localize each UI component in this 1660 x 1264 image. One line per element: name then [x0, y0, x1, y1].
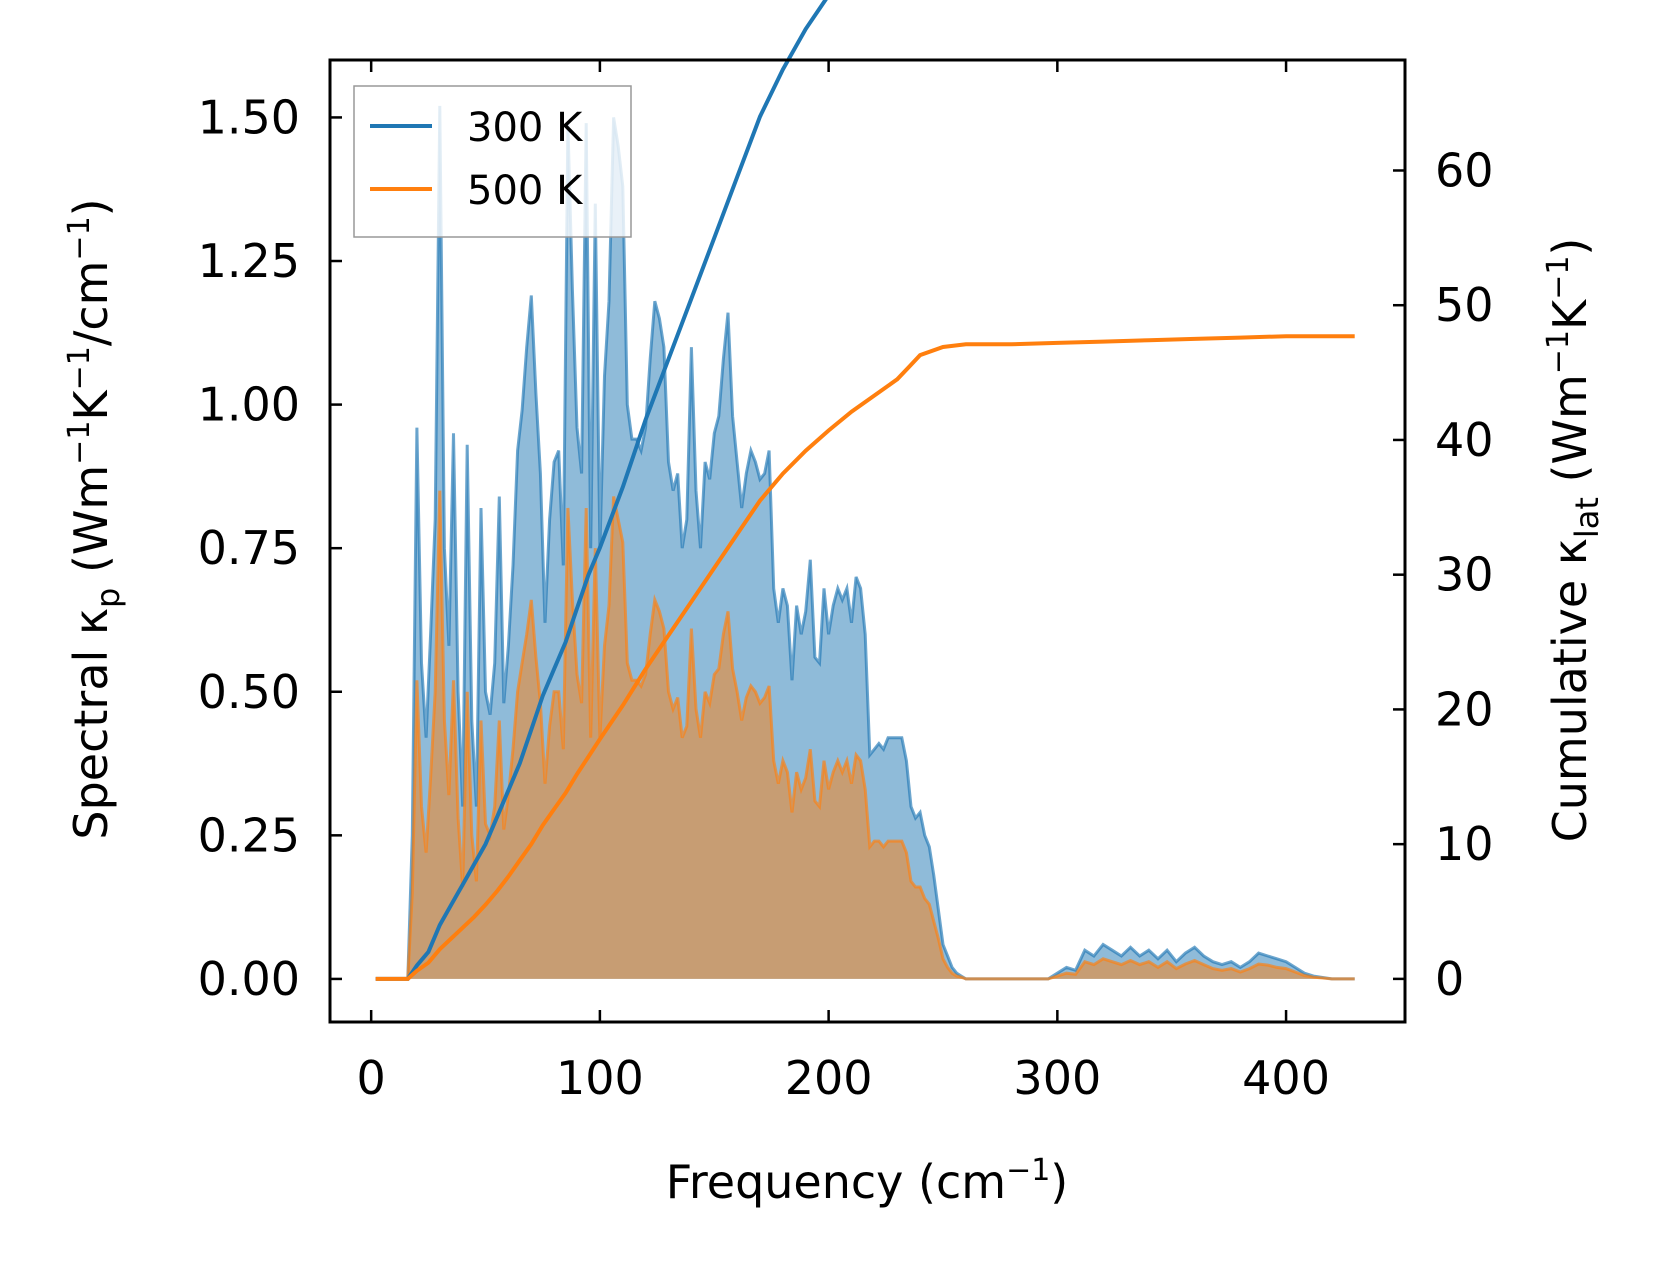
y-right-sub: lat [1568, 497, 1606, 538]
y-left-mid: K [64, 389, 118, 421]
y-left-tick-label: 1.00 [198, 378, 300, 432]
y-left-close: ) [64, 198, 118, 216]
plot-area [375, 0, 1355, 981]
y-right-exp2: −1 [1541, 256, 1576, 300]
y-left-sub: p [89, 588, 127, 608]
x-axis-label-unit: (cm [918, 1155, 1006, 1209]
y-right-tick-label: 30 [1435, 548, 1494, 602]
y-left-exp3: −1 [62, 216, 97, 260]
x-tick-label: 0 [357, 1051, 386, 1105]
x-axis-label-exp: −1 [1006, 1153, 1050, 1188]
spectral-line-300k [375, 105, 1355, 981]
y-right-tick-label: 60 [1435, 143, 1494, 197]
y-left-main: Spectral κ [64, 608, 118, 840]
legend-box [353, 85, 632, 238]
y-right-unit-open: (Wm [1543, 374, 1597, 497]
y-axis-right-label: Cumulative κlat (Wm−1K−1) [1541, 238, 1606, 843]
y-left-exp1: −1 [62, 421, 97, 465]
y-right-tick-label: 50 [1435, 278, 1494, 332]
y-right-tick-label: 10 [1435, 817, 1494, 871]
y-left-tick-label: 0.25 [198, 808, 300, 862]
y-left-exp2: −1 [62, 346, 97, 390]
x-axis-label-main: Frequency [666, 1155, 904, 1209]
y-left-tick-label: 1.50 [198, 90, 300, 144]
y-left-tick-label: 1.25 [198, 234, 300, 288]
x-axis-label-close: ) [1050, 1155, 1068, 1209]
y-right-tick-label: 20 [1435, 682, 1494, 736]
legend-label-500k: 500 K [467, 168, 584, 214]
spectral-fill-500k [375, 490, 1355, 979]
y-left-tick-label: 0.75 [198, 521, 300, 575]
legend: 300 K 500 K [353, 85, 632, 238]
y-right-tick-label: 40 [1435, 413, 1494, 467]
y-left-tick-label: 0.00 [198, 952, 300, 1006]
x-axis-label: Frequency (cm−1) [666, 1153, 1069, 1209]
y-left-unit-open: (Wm [64, 465, 118, 588]
cumulative-line-300k [375, 0, 828, 981]
cumulative-line-500k [375, 334, 1355, 981]
y-axis-left-label: Spectral κp (Wm−1K−1/cm−1) [62, 198, 127, 839]
x-tick-label: 400 [1242, 1051, 1330, 1105]
y-right-main: Cumulative κ [1543, 538, 1597, 842]
y-right-close: ) [1543, 238, 1597, 256]
legend-label-300k: 300 K [467, 105, 584, 151]
x-tick-label: 300 [1013, 1051, 1101, 1105]
x-tick-label: 100 [556, 1051, 644, 1105]
tick-layer: 0 100 200 300 4000.000.250.500.751.001.251.5… [198, 60, 1494, 1105]
y-right-tick-label: 0 [1435, 952, 1464, 1006]
y-right-exp1: −1 [1541, 330, 1576, 374]
y-left-slash: /cm [64, 261, 118, 347]
y-right-mid: K [1543, 298, 1597, 330]
y-left-tick-label: 0.50 [198, 665, 300, 719]
spectral-line-500k [375, 490, 1355, 981]
plot-frame [328, 58, 1407, 1024]
x-tick-label: 200 [785, 1051, 873, 1105]
